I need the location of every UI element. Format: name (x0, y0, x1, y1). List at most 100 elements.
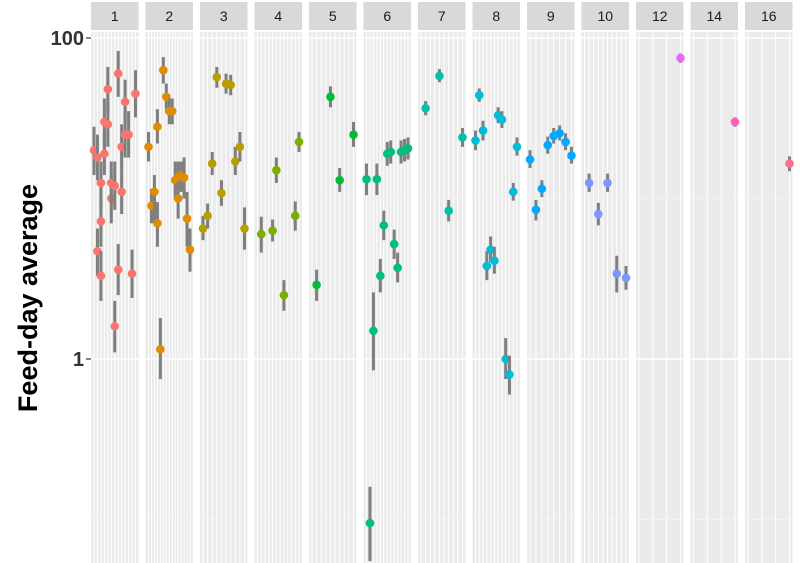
data-point (335, 175, 344, 185)
data-point (537, 184, 547, 194)
data-point (512, 142, 522, 152)
data-point (150, 187, 159, 197)
facet-strip-label: 8 (492, 8, 500, 24)
facet-strip-label: 12 (652, 8, 668, 24)
panel-background (527, 32, 575, 563)
data-point (403, 144, 413, 153)
facet-strip (363, 2, 411, 30)
facet-strip (200, 2, 248, 30)
data-point (131, 89, 140, 98)
data-point (612, 269, 622, 278)
data-point (730, 117, 740, 127)
data-point (268, 226, 277, 236)
y-axis: Feed-day average 1 100 (13, 28, 91, 412)
data-point (584, 178, 594, 188)
data-point (567, 151, 576, 160)
data-point (290, 211, 300, 221)
data-point (167, 106, 177, 116)
facet-panel-14: 14 (690, 2, 740, 563)
facet-strip-label: 9 (547, 8, 555, 24)
data-point (103, 84, 113, 94)
data-point (497, 115, 507, 124)
data-point (100, 149, 109, 159)
data-point (501, 354, 510, 364)
data-point (393, 263, 402, 273)
data-point (471, 136, 480, 145)
data-point (490, 256, 499, 265)
facet-strip (636, 2, 684, 30)
data-point (389, 239, 399, 249)
data-point (117, 187, 126, 197)
data-point (312, 280, 321, 290)
facet-strip (91, 2, 139, 30)
facet-panel-1: 1 (89, 2, 140, 563)
data-point (362, 174, 371, 184)
data-point (120, 97, 130, 107)
data-point (294, 137, 304, 147)
data-point (621, 273, 631, 283)
data-point (531, 205, 541, 215)
facet-panel-12: 12 (636, 2, 685, 563)
data-point (458, 133, 467, 142)
data-point (444, 206, 453, 215)
data-point (386, 147, 396, 157)
data-point (153, 122, 162, 132)
facet-strip (254, 2, 302, 30)
facet-panel-10: 10 (581, 2, 631, 563)
facet-strip (690, 2, 738, 30)
y-axis-title: Feed-day average (13, 184, 43, 412)
data-point (785, 159, 794, 168)
data-point (96, 271, 106, 281)
data-point (198, 224, 208, 233)
y-tick-label: 1 (73, 349, 84, 371)
data-point (326, 92, 335, 102)
data-point (435, 71, 444, 81)
data-point (365, 518, 375, 528)
data-point (603, 178, 612, 188)
data-point (594, 209, 603, 219)
panel-background (472, 32, 520, 563)
data-point (372, 174, 382, 184)
data-point (486, 245, 495, 254)
data-point (369, 326, 378, 336)
data-point (93, 153, 102, 162)
data-point (376, 271, 385, 281)
facet-panel-6: 6 (362, 2, 413, 563)
data-point (113, 265, 123, 275)
facet-strip (145, 2, 193, 30)
data-point (217, 188, 226, 198)
panel-background (745, 32, 793, 563)
facet-strip-label: 16 (761, 8, 777, 24)
data-point (110, 321, 120, 331)
facet-strip-label: 10 (597, 8, 613, 24)
data-point (379, 221, 389, 230)
data-point (676, 53, 685, 63)
data-point (230, 157, 240, 166)
panel-background (690, 32, 738, 563)
facet-strip (527, 2, 575, 30)
facet-strip-label: 14 (706, 8, 722, 24)
data-point (127, 269, 137, 278)
facet-strip (581, 2, 629, 30)
facet-strip (472, 2, 520, 30)
data-point (543, 140, 553, 150)
facet-panels: 1 2 3 4 5 6 7 8 9 10 12 14 16 (89, 2, 794, 563)
data-point (96, 178, 106, 188)
data-point (525, 155, 535, 164)
data-point (185, 245, 195, 254)
data-point (279, 290, 289, 300)
data-point (235, 142, 245, 152)
data-point (153, 219, 162, 228)
data-point (144, 142, 153, 152)
facet-panel-5: 5 (309, 2, 358, 563)
data-point (96, 217, 106, 226)
data-point (226, 80, 235, 90)
facet-panel-9: 9 (525, 2, 576, 563)
facet-strip (418, 2, 466, 30)
data-point (207, 159, 217, 168)
facet-strip-label: 5 (329, 8, 337, 24)
data-point (203, 211, 212, 221)
data-point (349, 130, 358, 139)
data-point (555, 128, 564, 138)
